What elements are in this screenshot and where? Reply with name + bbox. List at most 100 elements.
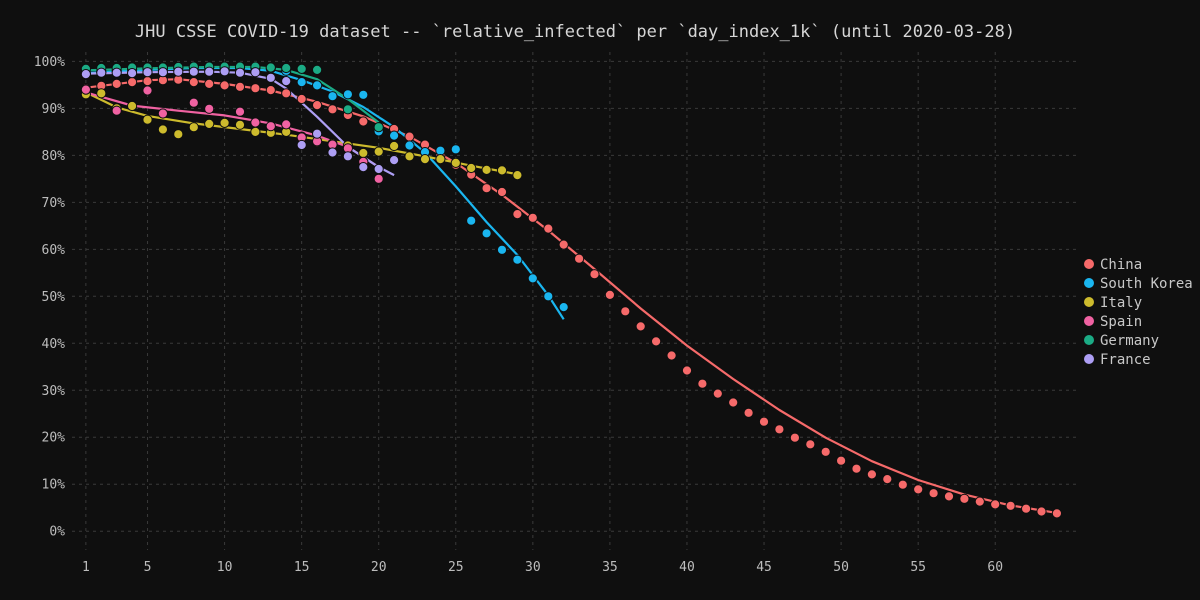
data-point <box>204 78 215 90</box>
legend-marker <box>1084 316 1094 326</box>
data-point <box>373 173 384 184</box>
trend-line-spain <box>85 91 380 169</box>
data-point <box>882 474 893 485</box>
data-point <box>728 397 739 408</box>
series-south-korea <box>80 61 569 313</box>
x-tick-label: 10 <box>217 560 233 575</box>
axes: 1 5 10 15 20 25 30 35 40 45 50 55 600%10%20%30%40%50… <box>34 55 1003 575</box>
data-point <box>234 81 246 92</box>
data-point <box>96 88 107 99</box>
data-point <box>974 496 985 507</box>
data-point <box>389 140 400 152</box>
data-point <box>589 269 600 280</box>
data-point <box>127 77 138 88</box>
data-point <box>990 499 1001 510</box>
data-point <box>234 106 246 117</box>
data-point <box>512 254 523 265</box>
data-point <box>296 77 307 88</box>
data-point <box>620 306 631 317</box>
x-tick-label: 15 <box>294 560 310 575</box>
legend-marker <box>1084 354 1094 364</box>
y-tick-label: 10% <box>42 478 66 493</box>
x-tick-label: 35 <box>602 560 618 575</box>
x-tick-label: 1 <box>82 560 90 575</box>
data-point <box>250 117 261 128</box>
data-point <box>373 146 384 157</box>
y-tick-label: 40% <box>42 337 66 352</box>
data-point <box>681 365 693 376</box>
data-point <box>127 100 138 112</box>
data-point <box>774 424 785 435</box>
data-point <box>142 67 153 78</box>
data-point <box>296 139 307 151</box>
data-point <box>1021 503 1032 514</box>
data-point <box>204 103 215 114</box>
data-point <box>80 84 92 95</box>
y-tick-label: 30% <box>42 384 66 399</box>
chart-title: JHU CSSE COVID-19 dataset -- `relative_i… <box>134 22 1016 42</box>
data-point <box>188 66 199 77</box>
data-point <box>342 151 353 162</box>
data-point <box>959 493 970 504</box>
data-point <box>635 321 646 332</box>
data-point <box>404 131 415 142</box>
data-point <box>851 463 862 474</box>
data-point <box>481 228 492 239</box>
data-point <box>496 244 508 255</box>
legend-marker <box>1084 297 1094 307</box>
data-point <box>127 68 138 79</box>
data-point <box>312 80 323 91</box>
x-tick-label: 55 <box>910 560 926 575</box>
data-point <box>1036 506 1047 517</box>
data-point <box>496 165 508 176</box>
y-tick-label: 20% <box>42 431 66 446</box>
data-point <box>543 223 554 234</box>
data-point <box>111 78 122 90</box>
legend-label: Italy <box>1100 295 1142 311</box>
data-point <box>142 76 153 87</box>
data-point <box>188 122 199 133</box>
y-tick-label: 60% <box>42 243 66 258</box>
data-point <box>281 76 292 87</box>
data-point <box>805 439 816 450</box>
data-point <box>281 88 292 99</box>
data-point <box>358 89 369 100</box>
y-tick-label: 50% <box>42 290 66 305</box>
legend-item-south-korea: South Korea <box>1084 276 1193 292</box>
data-point <box>820 446 831 457</box>
legend-item-spain: Spain <box>1084 314 1142 330</box>
y-tick-label: 70% <box>42 196 66 211</box>
data-point <box>250 67 261 78</box>
legend-item-germany: Germany <box>1084 333 1159 349</box>
data-point <box>296 63 307 75</box>
data-point <box>574 253 585 264</box>
data-point <box>512 170 523 181</box>
data-point <box>173 66 184 77</box>
data-point <box>928 488 939 499</box>
data-point <box>712 388 723 399</box>
data-point <box>389 155 400 166</box>
series-china <box>80 74 1063 519</box>
grid-lines <box>72 52 1080 550</box>
data-point <box>312 64 323 76</box>
data-point <box>265 72 276 83</box>
legend-marker <box>1084 259 1094 269</box>
data-point <box>204 118 215 130</box>
series-italy <box>80 88 523 181</box>
x-tick-label: 40 <box>679 560 695 575</box>
x-tick-label: 25 <box>448 560 464 575</box>
data-point <box>219 117 230 129</box>
data-point <box>265 62 276 73</box>
y-tick-label: 80% <box>42 149 66 164</box>
data-point <box>897 479 908 490</box>
data-point <box>743 407 754 418</box>
data-point <box>604 289 616 300</box>
y-tick-label: 90% <box>42 102 66 117</box>
data-point <box>250 83 261 94</box>
trend-line-china <box>85 78 1058 514</box>
data-point <box>651 336 662 347</box>
data-point <box>866 469 878 480</box>
data-point <box>913 484 924 495</box>
legend-label: China <box>1100 257 1142 273</box>
